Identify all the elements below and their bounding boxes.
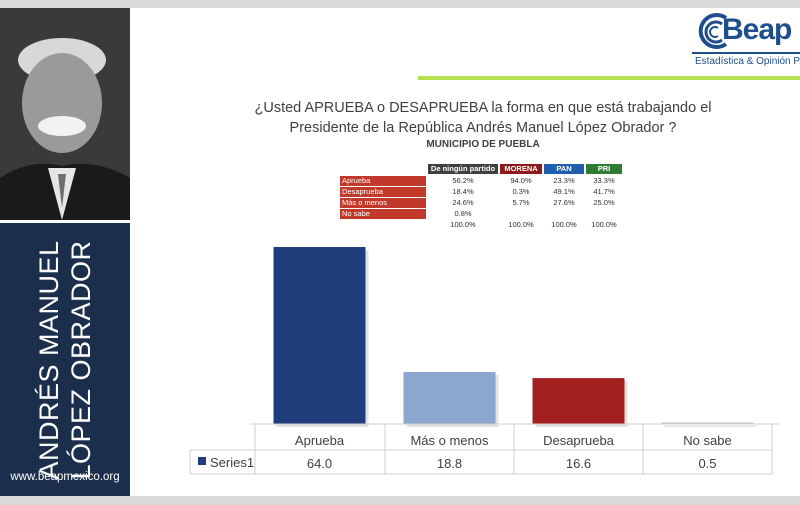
x-tick-label: Aprueba — [295, 433, 345, 448]
crosstab-total: 100.0% — [508, 220, 534, 229]
bar-desaprueba — [532, 378, 625, 424]
legend-series-name: Series1 — [210, 455, 254, 470]
crosstab-value: 94.0% — [510, 176, 532, 185]
bar-chart: Aprueba 64.0 Más o menos 18.8 Desaprueba 16.6… — [189, 247, 780, 475]
question-line-1: ¿Usted APRUEBA o DESAPRUEBA la forma en … — [254, 100, 712, 116]
panel-divider — [0, 220, 130, 223]
survey-question: ¿Usted APRUEBA o DESAPRUEBA la forma en … — [248, 98, 718, 138]
bar-aprueba — [273, 247, 366, 424]
data-label: 16.6 — [566, 456, 591, 471]
crosstab-value: 56.2% — [452, 176, 474, 185]
crosstab-value: 24.6% — [452, 198, 474, 207]
crosstab-value: 49.1% — [553, 187, 575, 196]
slide: ANDRÉS MANUEL LÓPEZ OBRADOR www.beapmexi… — [0, 8, 800, 496]
crosstab-value: 23.3% — [553, 176, 575, 185]
crosstab-header: MORENA — [500, 164, 542, 174]
crosstab-total: 100.0% — [551, 220, 577, 229]
bar-más-o-menos — [403, 372, 496, 424]
beap-logo: Beap Estadística & Opinión P — [692, 8, 800, 70]
crosstab-total: 100.0% — [450, 220, 476, 229]
chart-subtitle: MUNICIPIO DE PUEBLA — [426, 139, 540, 150]
crosstab-header: PRI — [586, 164, 622, 174]
left-panel: ANDRÉS MANUEL LÓPEZ OBRADOR www.beapmexi… — [0, 8, 130, 496]
crosstab-header: PAN — [544, 164, 584, 174]
crosstab-row-label: Más o menos — [340, 198, 426, 208]
logo-swirl-icon — [698, 13, 728, 49]
bar-shadow — [664, 425, 757, 427]
crosstab-header: De ningún partido — [428, 164, 498, 174]
data-label: 18.8 — [437, 456, 462, 471]
portrait-photo — [0, 8, 130, 220]
crosstab-value: 18.4% — [452, 187, 474, 196]
crosstab-value: 41.7% — [593, 187, 615, 196]
crosstab-value: 25.0% — [593, 198, 615, 207]
crosstab-row-label: Desaprueba — [340, 187, 426, 197]
question-line-2: Presidente de la República Andrés Manuel… — [289, 120, 677, 136]
x-tick-label: Más o menos — [410, 433, 489, 448]
bar-no-sabe — [661, 422, 754, 424]
accent-line — [418, 76, 800, 80]
x-tick-label: Desaprueba — [543, 433, 615, 448]
crosstab-value: 0.8% — [454, 209, 472, 218]
website-link[interactable]: www.beapmexico.org — [10, 471, 120, 483]
logo-underline — [692, 52, 800, 54]
crosstab-row-label: No sabe — [340, 209, 426, 219]
crosstab-row-label: Aprueba — [340, 176, 426, 186]
crosstab-value: 27.6% — [553, 198, 575, 207]
crosstab-value: 0.3% — [512, 187, 530, 196]
data-label: 64.0 — [307, 456, 332, 471]
logo-tagline: Estadística & Opinión P — [695, 56, 800, 67]
crosstab-value: 33.3% — [593, 176, 615, 185]
x-tick-label: No sabe — [683, 433, 731, 448]
data-label: 0.5 — [698, 456, 716, 471]
legend-swatch — [198, 457, 206, 465]
crosstab-total: 100.0% — [591, 220, 617, 229]
logo-brand: Beap — [722, 13, 792, 46]
crosstab-value: 5.7% — [512, 198, 530, 207]
